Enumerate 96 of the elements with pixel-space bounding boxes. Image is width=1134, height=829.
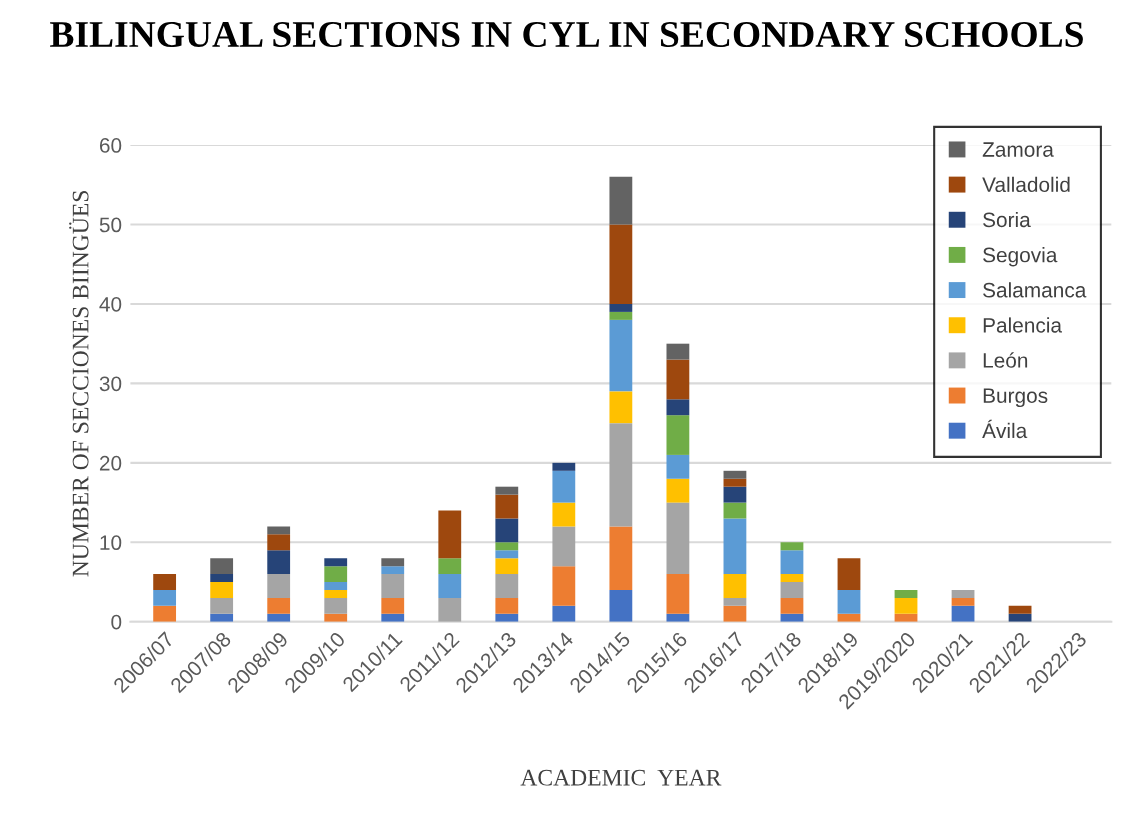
legend-label: Valladolid — [982, 176, 1070, 193]
bar — [723, 478, 747, 487]
legend-label: Burgos — [983, 388, 1048, 408]
y-tick-label: 20 — [99, 455, 122, 471]
bar — [609, 224, 633, 304]
bar — [951, 605, 975, 622]
bar — [609, 391, 633, 424]
bar — [723, 470, 747, 479]
bar — [780, 550, 804, 575]
y-tick-label: 50 — [99, 217, 122, 233]
bar — [381, 574, 405, 598]
bar — [267, 534, 291, 551]
bar — [666, 359, 690, 400]
bar — [552, 470, 576, 503]
bar — [267, 597, 291, 614]
bar — [666, 415, 690, 455]
bar — [666, 478, 690, 503]
y-tick-label: 10 — [100, 535, 122, 551]
bar — [666, 574, 690, 614]
bar — [666, 343, 690, 360]
bar — [780, 574, 804, 583]
bar — [210, 574, 234, 583]
bar — [552, 526, 576, 567]
bar — [495, 558, 519, 575]
bar — [495, 574, 519, 598]
bar — [267, 550, 291, 575]
legend-label: Zamora — [982, 142, 1054, 157]
y-axis-title: NUMBER OF SECCIONES BIINGÜES — [69, 191, 89, 577]
bar — [210, 597, 234, 614]
bar — [324, 597, 348, 614]
bar — [894, 589, 918, 598]
bar — [324, 582, 348, 590]
y-tick-label: 0 — [111, 614, 122, 630]
bar — [438, 574, 462, 598]
x-axis-title: ACADEMIC YEAR — [520, 769, 722, 786]
bar — [723, 574, 747, 598]
bar — [267, 574, 291, 598]
bar — [552, 566, 576, 606]
legend-label: Segovia — [983, 247, 1058, 267]
bar — [609, 526, 633, 590]
bar — [723, 605, 747, 622]
bar — [609, 303, 633, 312]
bar — [552, 502, 576, 527]
bar — [495, 518, 519, 543]
bar — [609, 311, 633, 320]
bar — [552, 605, 576, 622]
bar — [723, 486, 747, 503]
bar — [210, 558, 234, 575]
legend-label: Palencia — [983, 317, 1063, 333]
bar — [438, 558, 462, 575]
bar — [153, 605, 177, 622]
bar — [609, 589, 633, 622]
bar — [666, 454, 690, 479]
bar — [951, 597, 975, 606]
bar — [666, 502, 690, 575]
bar — [837, 558, 861, 590]
bar — [837, 589, 861, 614]
y-tick-label: 60 — [99, 138, 122, 153]
bar — [495, 494, 519, 519]
bar — [153, 574, 177, 590]
bar — [552, 462, 576, 471]
bar — [438, 597, 462, 622]
bar — [381, 597, 405, 614]
bar — [723, 518, 747, 575]
bar — [894, 597, 918, 614]
bar — [210, 582, 234, 598]
legend-label: Soria — [983, 211, 1031, 228]
bar — [1008, 605, 1032, 614]
bar — [609, 319, 633, 392]
bar — [324, 566, 348, 583]
y-tick-label: 40 — [99, 296, 122, 312]
bar — [153, 589, 177, 606]
bar — [381, 558, 405, 567]
bar — [609, 423, 633, 527]
y-tick-label: 30 — [99, 376, 122, 392]
bar — [324, 589, 348, 598]
legend-label: Ávila — [982, 419, 1028, 439]
chart-title: BILINGUAL SECTIONS IN CYL IN SECONDARY SCHOOLS — [50, 21, 1083, 48]
bar — [951, 589, 975, 598]
bar — [723, 597, 747, 606]
bar — [780, 597, 804, 614]
bar — [495, 597, 519, 614]
bar — [324, 558, 348, 567]
bar — [438, 510, 462, 559]
bar — [495, 486, 519, 495]
legend-label: León — [983, 352, 1028, 368]
legend-label: Salamanca — [983, 282, 1087, 298]
bar — [723, 502, 747, 519]
bar — [267, 526, 291, 535]
bar — [780, 542, 804, 551]
bar — [495, 550, 519, 559]
bar — [609, 176, 633, 225]
bar — [381, 566, 405, 575]
bar — [495, 542, 519, 551]
bar — [780, 582, 804, 598]
bar — [666, 399, 690, 416]
